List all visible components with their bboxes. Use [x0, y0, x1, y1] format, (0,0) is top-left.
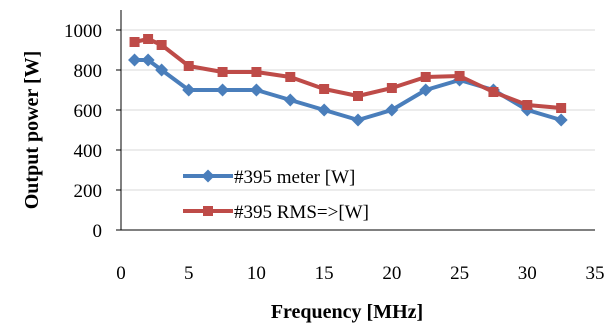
data-point: [385, 103, 399, 117]
data-point: [319, 84, 330, 94]
data-series: [128, 34, 568, 127]
data-point: [353, 91, 363, 101]
x-tick-label: 5: [184, 263, 194, 284]
data-point: [182, 83, 196, 97]
data-point: [156, 40, 167, 50]
data-point: [317, 103, 331, 117]
x-tick-label: 15: [315, 263, 334, 284]
data-point: [155, 63, 169, 77]
data-point: [128, 53, 142, 67]
data-point: [143, 34, 154, 44]
axes: [116, 10, 595, 231]
legend-item: #395 meter [W]: [183, 167, 355, 188]
data-point: [488, 87, 499, 97]
legend-marker: [203, 206, 213, 216]
data-point: [419, 83, 433, 97]
data-point: [386, 83, 397, 93]
y-axis-title: Output power [W]: [21, 51, 43, 210]
data-point: [216, 83, 230, 97]
data-point: [183, 61, 194, 71]
x-tick-label: 35: [586, 263, 605, 284]
y-tick-label: 400: [74, 141, 103, 162]
data-point: [141, 53, 155, 67]
y-tick-label: 600: [74, 101, 103, 122]
data-point: [249, 83, 263, 97]
data-point: [129, 37, 140, 47]
data-point: [420, 72, 431, 82]
legend-marker: [201, 169, 215, 183]
data-point: [283, 93, 297, 107]
series-line: [134, 37, 562, 110]
x-tick-label: 30: [518, 263, 537, 284]
x-tick-label: 10: [247, 263, 266, 284]
series-2: [129, 34, 567, 113]
data-point: [556, 103, 567, 113]
legend-item: #395 RMS=>[W]: [183, 202, 369, 223]
x-tick-label: 25: [450, 263, 469, 284]
x-tick-labels: 0 5 10 15 20 25 30 35: [116, 263, 604, 284]
y-tick-label: 1000: [64, 21, 102, 42]
y-tick-label: 200: [74, 181, 103, 202]
data-point: [285, 72, 296, 82]
legend-label: #395 meter [W]: [234, 167, 355, 188]
legend: #395 meter [W] #395 RMS=>[W]: [183, 167, 369, 223]
y-tick-label: 0: [93, 221, 103, 242]
data-point: [217, 67, 228, 77]
data-point: [522, 100, 533, 110]
data-point: [554, 113, 568, 127]
series-1: [128, 53, 568, 127]
legend-label: #395 RMS=>[W]: [234, 202, 369, 223]
data-point: [251, 67, 262, 77]
data-point: [351, 113, 365, 127]
y-tick-label: 800: [74, 61, 103, 82]
y-tick-labels: 0 200 400 600 800 1000: [64, 21, 102, 242]
x-tick-label: 20: [382, 263, 401, 284]
data-point: [454, 71, 465, 81]
x-axis-title: Frequency [MHz]: [271, 301, 423, 323]
x-tick-label: 0: [116, 263, 126, 284]
